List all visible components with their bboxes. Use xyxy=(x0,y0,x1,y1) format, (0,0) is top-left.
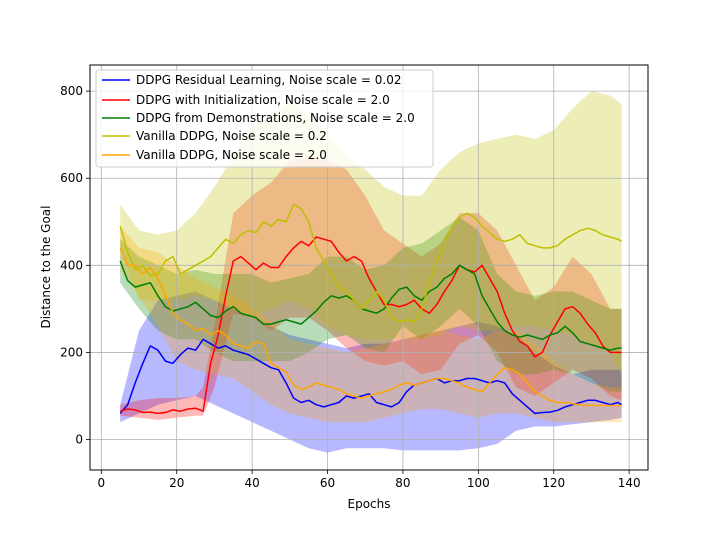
plot-frame xyxy=(89,64,649,471)
x-tick-label: 40 xyxy=(244,476,259,490)
confidence-bands xyxy=(120,91,622,453)
band-series-1 xyxy=(120,291,622,453)
line-series-1 xyxy=(119,338,622,415)
x-axis-label: Epochs xyxy=(348,497,391,511)
x-tick-label: 60 xyxy=(320,476,335,490)
y-tick-label: 400 xyxy=(60,258,83,272)
series-lines xyxy=(119,203,622,415)
x-tick-label: 20 xyxy=(169,476,184,490)
line-series-3 xyxy=(119,260,622,351)
band-series-5 xyxy=(120,226,622,423)
x-tick-label: 80 xyxy=(395,476,410,490)
legend-box xyxy=(95,69,434,168)
x-tick-label: 140 xyxy=(618,476,641,490)
y-tick-label: 600 xyxy=(60,171,83,185)
line-series-5 xyxy=(119,247,622,407)
line-series-4 xyxy=(119,203,622,323)
legend-label-series-5: Vanilla DDPG, Noise scale = 2.0 xyxy=(136,148,327,162)
axis-ticks: 0 20 40 60 80 100 120 140 0 200 400 600 800 xyxy=(60,84,641,490)
x-tick-label: 120 xyxy=(542,476,565,490)
y-tick-label: 200 xyxy=(60,345,83,359)
y-tick-label: 800 xyxy=(60,84,83,98)
y-tick-label: 0 xyxy=(75,433,83,447)
y-axis-label: Distance to the Goal xyxy=(39,206,53,329)
legend: DDPG Residual Learning, Noise scale = 0.… xyxy=(95,69,434,168)
line-series-2 xyxy=(119,236,622,415)
x-tick-label: 100 xyxy=(467,476,490,490)
legend-label-series-3: DDPG from Demonstrations, Noise scale = … xyxy=(136,111,415,125)
x-tick-label: 0 xyxy=(97,476,105,490)
legend-label-series-1: DDPG Residual Learning, Noise scale = 0.… xyxy=(136,73,401,87)
legend-label-series-2: DDPG with Initialization, Noise scale = … xyxy=(136,93,390,107)
legend-label-series-4: Vanilla DDPG, Noise scale = 0.2 xyxy=(136,129,327,143)
band-series-2 xyxy=(120,156,622,420)
